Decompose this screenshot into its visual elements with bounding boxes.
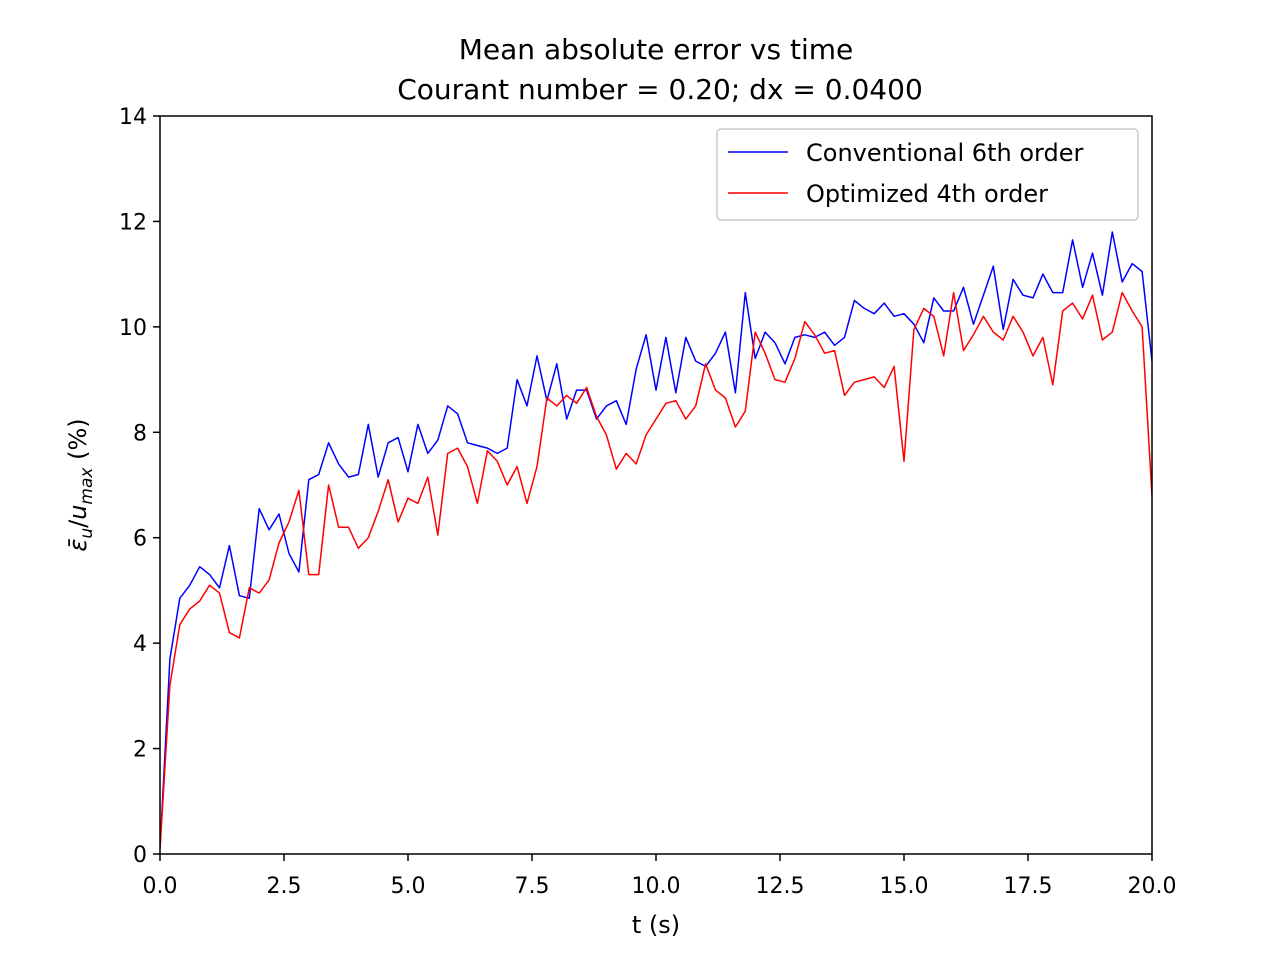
y-tick-label: 4: [133, 632, 147, 657]
y-label-sub-max: max: [77, 467, 97, 505]
legend-label-conventional-6th-order: Conventional 6th order: [806, 139, 1083, 167]
y-label-slash: /: [64, 519, 92, 528]
x-tick-label: 12.5: [756, 874, 805, 899]
series-layer: [160, 231, 1152, 849]
series-line-conventional-6th-order: [160, 231, 1152, 849]
x-axis: 0.0 2.5 5.0 7.5 10.0 12.5 15.0 17.5 20.0: [143, 854, 1177, 899]
y-tick-label: 0: [133, 843, 147, 868]
x-tick-label: 0.0: [143, 874, 178, 899]
y-label-sub-u: u: [77, 528, 97, 539]
x-tick-label: 15.0: [880, 874, 929, 899]
x-tick-label: 17.5: [1004, 874, 1053, 899]
legend-label-optimized-4th-order: Optimized 4th order: [806, 180, 1048, 208]
y-axis-label: ε̄u/umax (%): [64, 418, 97, 551]
y-tick-label: 8: [133, 421, 147, 446]
x-tick-label: 20.0: [1128, 874, 1177, 899]
legend: Conventional 6th order Optimized 4th ord…: [716, 128, 1139, 221]
y-label-u: u: [64, 505, 92, 520]
y-axis: 0 2 4 6 8 10 12 14: [119, 105, 160, 868]
x-tick-label: 5.0: [391, 874, 426, 899]
y-label-unit: (%): [64, 418, 92, 467]
chart-title: Mean absolute error vs time: [459, 33, 853, 66]
y-tick-label: 2: [133, 738, 147, 763]
y-label-epsilon: ε̄: [64, 539, 92, 552]
x-axis-label: t (s): [632, 911, 680, 939]
x-tick-label: 7.5: [515, 874, 550, 899]
chart-subtitle: Courant number = 0.20; dx = 0.0400: [397, 73, 923, 106]
x-tick-label: 10.0: [632, 874, 681, 899]
x-tick-label: 2.5: [267, 874, 302, 899]
legend-box: [716, 128, 1139, 221]
series-line-optimized-4th-order: [160, 291, 1152, 849]
y-tick-label: 14: [119, 105, 147, 130]
y-tick-label: 10: [119, 316, 147, 341]
y-tick-label: 6: [133, 527, 147, 552]
y-tick-label: 12: [119, 210, 147, 235]
